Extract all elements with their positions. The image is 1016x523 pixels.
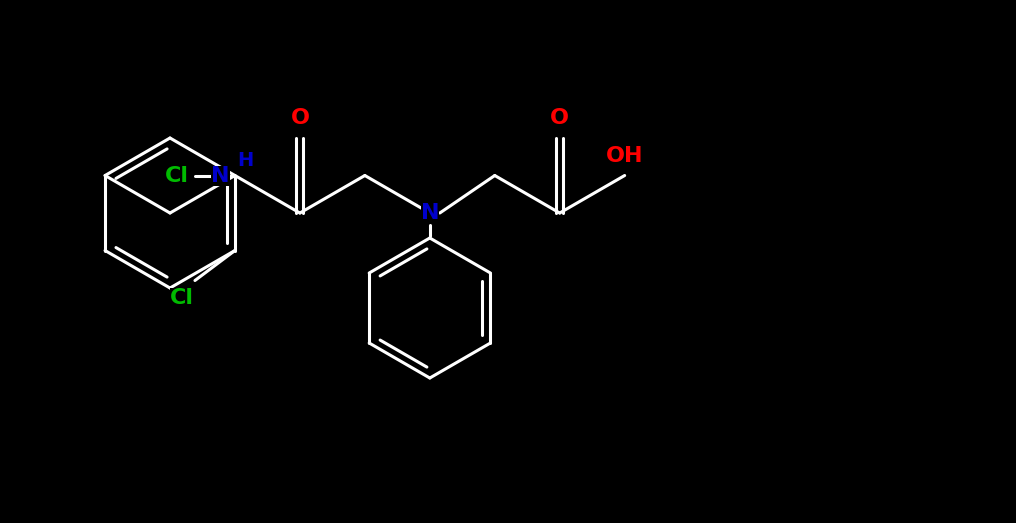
Text: OH: OH: [606, 145, 643, 165]
Text: Cl: Cl: [165, 165, 189, 186]
Text: O: O: [291, 108, 310, 128]
Text: O: O: [551, 108, 569, 128]
Text: H: H: [237, 152, 253, 170]
Text: N: N: [421, 203, 439, 223]
Text: N: N: [211, 165, 230, 186]
Text: Cl: Cl: [170, 288, 194, 308]
